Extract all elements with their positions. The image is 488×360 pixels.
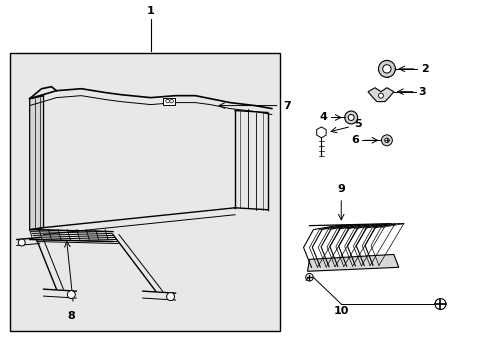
Circle shape <box>166 293 174 301</box>
Bar <box>10 53 279 331</box>
Circle shape <box>347 114 353 121</box>
Circle shape <box>378 93 383 98</box>
Text: 5: 5 <box>353 120 361 130</box>
Circle shape <box>434 298 445 310</box>
Text: 4: 4 <box>319 112 326 122</box>
Circle shape <box>18 239 25 246</box>
Bar <box>163 98 174 105</box>
Circle shape <box>384 138 388 143</box>
Text: 7: 7 <box>283 100 291 111</box>
Text: 8: 8 <box>67 311 75 321</box>
Text: 2: 2 <box>421 64 428 74</box>
Text: 9: 9 <box>337 184 345 194</box>
Circle shape <box>344 111 357 124</box>
Circle shape <box>381 135 391 146</box>
Text: 1: 1 <box>146 6 154 16</box>
Circle shape <box>169 99 173 103</box>
Text: 3: 3 <box>418 87 426 97</box>
Text: 10: 10 <box>333 306 348 316</box>
Circle shape <box>67 291 75 298</box>
Text: 6: 6 <box>350 135 358 145</box>
Polygon shape <box>30 96 43 230</box>
Polygon shape <box>307 255 398 271</box>
Circle shape <box>382 65 390 73</box>
Circle shape <box>305 274 313 281</box>
Circle shape <box>378 60 394 77</box>
Polygon shape <box>367 88 393 102</box>
Circle shape <box>165 99 169 103</box>
